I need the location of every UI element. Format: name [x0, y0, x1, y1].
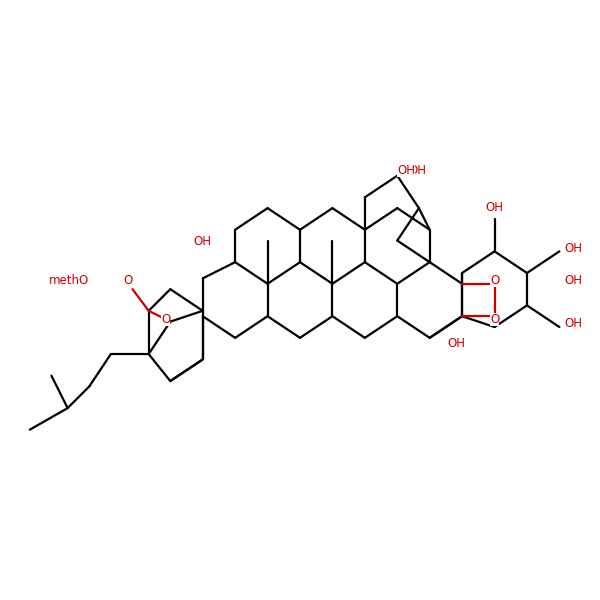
Text: O: O [490, 313, 499, 326]
Text: OH: OH [485, 200, 503, 214]
Text: OH: OH [565, 274, 583, 287]
Text: OH: OH [409, 164, 427, 177]
Text: O: O [490, 274, 499, 287]
Text: OH: OH [397, 164, 415, 177]
Text: OH: OH [194, 235, 212, 248]
Text: O: O [123, 274, 133, 287]
Text: OH: OH [565, 317, 583, 330]
Text: methO: methO [49, 274, 89, 287]
Text: OH: OH [448, 337, 466, 350]
Text: OH: OH [565, 242, 583, 254]
Text: O: O [161, 313, 170, 326]
